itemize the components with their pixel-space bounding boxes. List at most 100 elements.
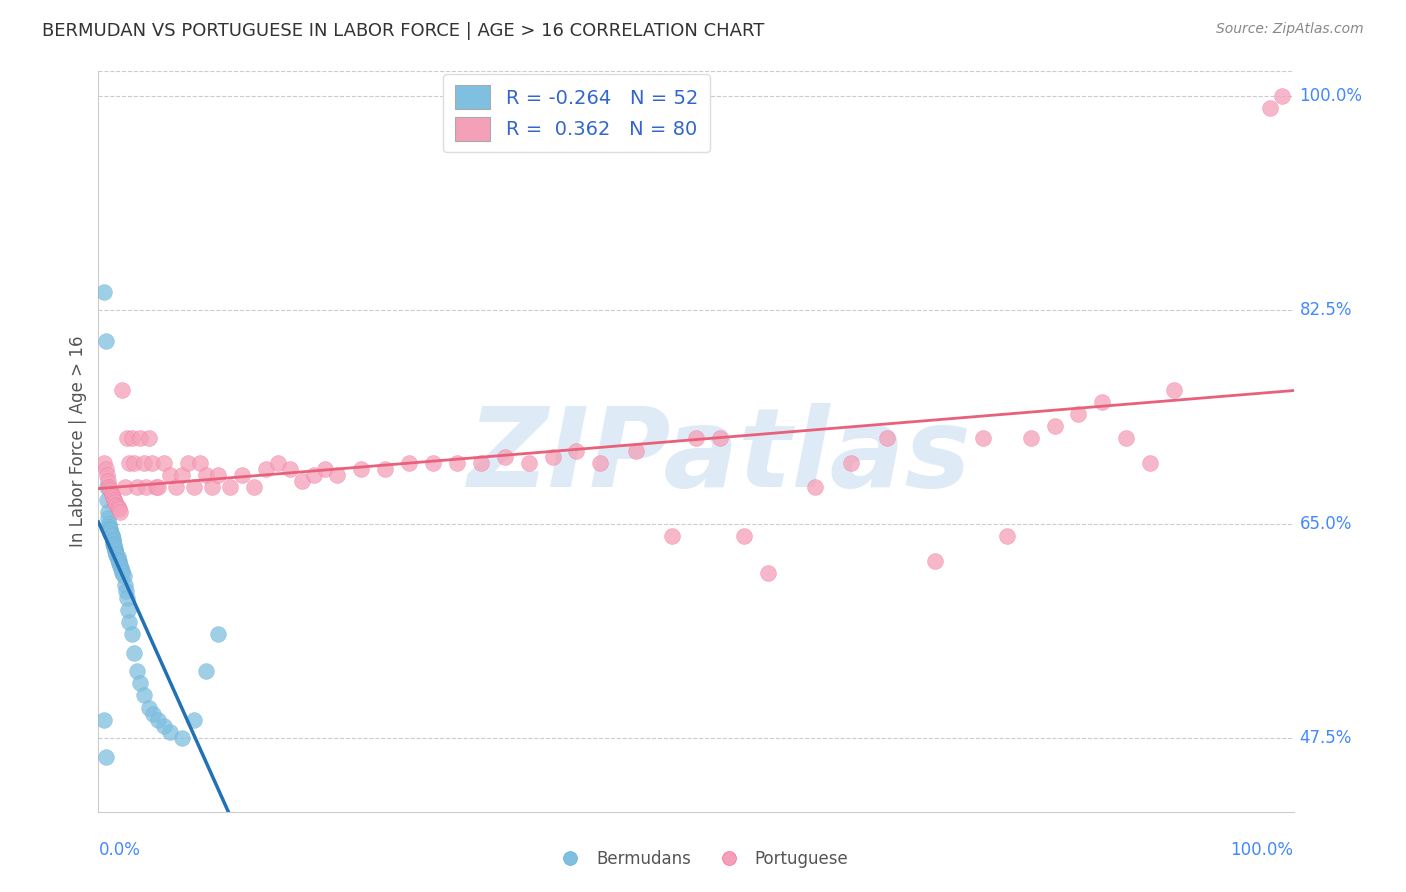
Point [121, 432, 143, 446]
Point [105, 498, 128, 512]
Point [142, 706, 165, 721]
Point [138, 432, 160, 446]
Point [129, 432, 152, 446]
Point [105, 548, 128, 562]
Point [422, 456, 444, 470]
Point [94, 334, 117, 348]
Point [135, 480, 157, 494]
Point [278, 462, 301, 476]
Point [114, 480, 136, 494]
Point [111, 566, 134, 580]
Text: Source: ZipAtlas.com: Source: ZipAtlas.com [1216, 22, 1364, 37]
Point [124, 646, 146, 660]
Point [302, 468, 325, 483]
Point [231, 468, 253, 483]
Point [93, 713, 115, 727]
Point [374, 462, 396, 476]
Point [315, 462, 337, 476]
Text: 47.5%: 47.5% [1299, 730, 1353, 747]
Point [103, 538, 125, 552]
Point [111, 383, 134, 397]
Point [104, 541, 127, 556]
Point [107, 500, 129, 514]
Point [138, 700, 160, 714]
Point [207, 468, 229, 483]
Point [98, 517, 121, 532]
Point [709, 432, 731, 446]
Point [121, 627, 143, 641]
Point [1258, 101, 1281, 115]
Point [101, 532, 124, 546]
Point [96, 492, 118, 507]
Point [97, 505, 120, 519]
Point [165, 480, 187, 494]
Point [183, 713, 205, 727]
Point [104, 544, 127, 558]
Point [107, 554, 129, 568]
Point [326, 468, 349, 483]
Point [804, 480, 827, 494]
Point [148, 480, 170, 494]
Point [153, 719, 176, 733]
Point [115, 591, 138, 605]
Point [446, 456, 468, 470]
Point [107, 552, 129, 566]
Point [153, 456, 176, 470]
Point [494, 450, 516, 464]
Point [470, 456, 492, 470]
Point [733, 529, 755, 543]
Point [124, 456, 146, 470]
Point [207, 627, 229, 641]
Text: ZIPatlas: ZIPatlas [468, 403, 972, 510]
Text: 65.0%: 65.0% [1299, 516, 1353, 533]
Y-axis label: In Labor Force | Age > 16: In Labor Force | Age > 16 [69, 335, 87, 548]
Point [243, 480, 266, 494]
Point [254, 462, 277, 476]
Point [118, 615, 141, 629]
Point [115, 432, 138, 446]
Point [98, 480, 121, 494]
Point [129, 676, 152, 690]
Point [125, 664, 148, 678]
Point [98, 525, 122, 540]
Point [291, 475, 314, 489]
Point [114, 578, 136, 592]
Point [94, 749, 117, 764]
Point [1163, 383, 1185, 397]
Point [145, 480, 167, 494]
Point [98, 483, 122, 497]
Point [97, 475, 120, 489]
Point [1067, 407, 1090, 421]
Point [685, 432, 707, 446]
Point [107, 502, 129, 516]
Point [96, 468, 118, 483]
Point [100, 486, 122, 500]
Text: 82.5%: 82.5% [1299, 301, 1353, 319]
Point [589, 456, 612, 470]
Point [626, 443, 648, 458]
Point [172, 731, 194, 746]
Point [219, 480, 242, 494]
Point [195, 468, 218, 483]
Point [1091, 394, 1114, 409]
Point [350, 462, 373, 476]
Point [101, 490, 124, 504]
Point [104, 495, 127, 509]
Point [101, 537, 124, 551]
Text: 100.0%: 100.0% [1230, 841, 1294, 859]
Point [94, 462, 117, 476]
Point [98, 523, 122, 537]
Point [103, 492, 125, 507]
Legend: R = -0.264   N = 52, R =  0.362   N = 80: R = -0.264 N = 52, R = 0.362 N = 80 [443, 74, 710, 153]
Point [661, 529, 683, 543]
Point [110, 561, 132, 575]
Point [132, 689, 155, 703]
Point [924, 554, 946, 568]
Point [96, 480, 118, 494]
Point [105, 547, 128, 561]
Point [118, 456, 141, 470]
Point [159, 725, 181, 739]
Point [98, 519, 121, 533]
Point [201, 480, 224, 494]
Point [172, 468, 194, 483]
